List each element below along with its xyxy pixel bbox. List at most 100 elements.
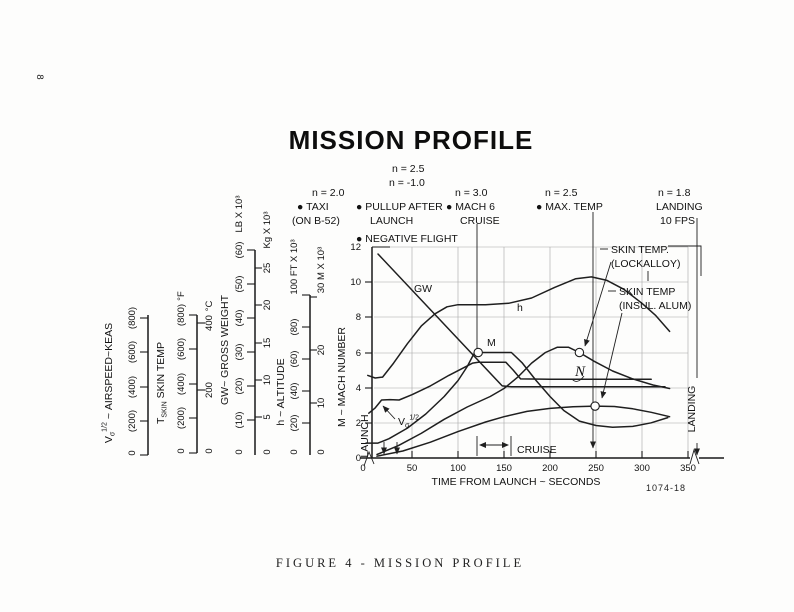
h-curve-label: h: [517, 302, 523, 314]
alt-ft-tick-40: (40): [289, 383, 300, 400]
gw-lb-unit: LB X 10³: [234, 196, 245, 233]
time-tick-200: 200: [542, 463, 558, 474]
alt-ft-tick-60: (60): [289, 351, 300, 368]
skin-temp-axis-label: TSKIN SKIN TEMP: [155, 342, 169, 424]
time-tick-150: 150: [496, 463, 512, 474]
gw-kg-tick-15: 15: [262, 338, 273, 349]
insul-alum-point: [590, 401, 600, 411]
script-n-mark: N: [574, 364, 586, 380]
landing-sub: 10 FPS: [660, 215, 695, 227]
mach6-n: n = 3.0: [455, 187, 488, 199]
alt-ft-unit: 100 FT X 10³: [289, 239, 300, 294]
skin-insul-label-2: (INSUL. ALUM): [619, 300, 691, 312]
time-tick-250: 250: [588, 463, 604, 474]
gross-weight-scale: (10) (20) (30) (40) (50) (60) LB X 10³ 0…: [219, 196, 273, 455]
gw-lb-tick-40: (40): [234, 310, 245, 327]
skin-lockalloy-label-2: (LOCKALLOY): [611, 258, 680, 270]
gw-curve-label: GW: [414, 283, 432, 295]
pullup-n-line2: n = -1.0: [389, 177, 425, 189]
alt-m-unit: 30 M X 10³: [316, 247, 327, 293]
mach-axis-label: M ~ MACH NUMBER: [336, 327, 348, 427]
airspeed-axis-label: Vσ1/2 ~ AIRSPEED~KEAS: [102, 323, 117, 443]
pullup-n-line1: n = 2.5: [392, 163, 425, 175]
alt-ft-tick-80: (80): [289, 319, 300, 336]
skin-temp-scale: (200) (400) (600) (800) °F 0 200 400 °C …: [155, 291, 215, 454]
airspeed-tick-200: (200): [127, 410, 138, 432]
mach6-cruise-point: [473, 347, 483, 358]
time-tick-100: 100: [450, 463, 466, 474]
curves: [365, 253, 671, 457]
curve-altitude: [367, 276, 671, 379]
mach6-label2: CRUISE: [460, 215, 500, 227]
gw-kg-tick-5: 5: [262, 414, 273, 419]
skin-insul-label-1: SKIN TEMP: [619, 286, 675, 298]
pullup-label: ● PULLUP AFTER: [356, 201, 443, 213]
event-annotations: n = 2.5 n = -1.0 n = 2.0 ● TAXI (ON B-52…: [292, 163, 703, 245]
mach-tick-10: 10: [350, 277, 361, 288]
gw-kg-zero: 0: [262, 449, 273, 454]
cruise-phase-label: CRUISE: [517, 444, 557, 456]
gw-lb-zero: 0: [234, 449, 245, 454]
gw-lb-tick-60: (60): [234, 242, 245, 259]
page-number: 8: [34, 74, 45, 79]
curve-gross-weight: [377, 253, 666, 388]
launch-phase-label: LAUNCH: [359, 414, 371, 457]
skin-lockalloy-label-1: SKIN TEMP.: [611, 244, 669, 256]
mach-tick-6: 6: [356, 348, 361, 359]
mach-tick-12: 12: [350, 242, 361, 253]
figure-code: 1074-18: [646, 483, 686, 493]
mach-tick-4: 4: [356, 383, 361, 394]
time-tick-0: 0: [360, 463, 365, 474]
script-n-swash: [571, 375, 585, 382]
taxi-sub: (ON B-52): [292, 215, 340, 227]
alt-m-zero: 0: [316, 449, 327, 454]
airspeed-tick-800: (800): [127, 307, 138, 329]
alt-m-tick-10: 10: [316, 398, 327, 409]
time-tick-50: 50: [407, 463, 418, 474]
airspeed-tick-400: (400): [127, 376, 138, 398]
cruise-arrow-right: [502, 442, 509, 448]
lockalloy-bracket: [668, 245, 702, 276]
temp-f-tick-800: (800): [176, 304, 187, 326]
alt-m-tick-20: 20: [316, 345, 327, 356]
gw-kg-tick-25: 25: [262, 263, 273, 274]
negative-flight-label: ● NEGATIVE FLIGHT: [356, 233, 458, 245]
mach-tick-2: 2: [356, 418, 361, 429]
gw-kg-tick-10: 10: [262, 375, 273, 386]
airspeed-zero: 0: [127, 450, 138, 455]
figure-title: MISSION PROFILE: [289, 125, 534, 155]
mach-tick-0: 0: [356, 453, 361, 464]
axis-break-right: [689, 448, 700, 465]
temp-f-tick-200: (200): [176, 407, 187, 429]
alt-ft-tick-20: (20): [289, 415, 300, 432]
altitude-axis-label: h ~ ALTITUDE: [275, 358, 287, 425]
taxi-n: n = 2.0: [312, 187, 345, 199]
time-tick-350: 350: [680, 463, 696, 474]
gw-kg-tick-20: 20: [262, 300, 273, 311]
landing-n: n = 1.8: [658, 187, 691, 199]
cruise-arrow-left: [479, 442, 486, 448]
airspeed-curve-label: Vσ1/2: [398, 415, 419, 430]
time-axis: 0 50 100 150 200 250 300 350 TIME FROM L…: [360, 448, 724, 488]
airspeed-scale: (200) (400) (600) (800) 0 Vσ1/2 ~ AIRSPE…: [102, 307, 149, 456]
alt-ft-zero: 0: [289, 449, 300, 454]
curve-mach: [365, 351, 669, 444]
chart-grid: [374, 246, 689, 457]
gross-weight-axis-label: GW~ GROSS WEIGHT: [219, 294, 231, 405]
temp-f-tick-400: (400): [176, 373, 187, 395]
gw-kg-unit: Kg X 10³: [262, 212, 273, 249]
temp-c-tick-200: 200: [204, 382, 215, 398]
gw-lb-tick-10: (10): [234, 412, 245, 429]
mach-tick-8: 8: [356, 312, 361, 323]
mach-axis: 0 2 4 6 8 10 12 M ~ MACH NUMBER: [336, 242, 390, 464]
temp-c-zero: 0: [204, 448, 215, 453]
curve-labels: GW h M Vσ1/2 N: [382, 283, 586, 430]
pullup-label2: LAUNCH: [370, 215, 413, 227]
time-axis-label: TIME FROM LAUNCH ~ SECONDS: [432, 476, 601, 488]
time-tick-300: 300: [634, 463, 650, 474]
altitude-scale: (20) (40) (60) (80) 100 FT X 10³ 0 10 20…: [275, 239, 327, 455]
curve-skin-temp-insul-alum: [376, 405, 671, 457]
m-curve-label: M: [487, 337, 496, 349]
landing-phase-label: LANDING: [686, 386, 698, 433]
